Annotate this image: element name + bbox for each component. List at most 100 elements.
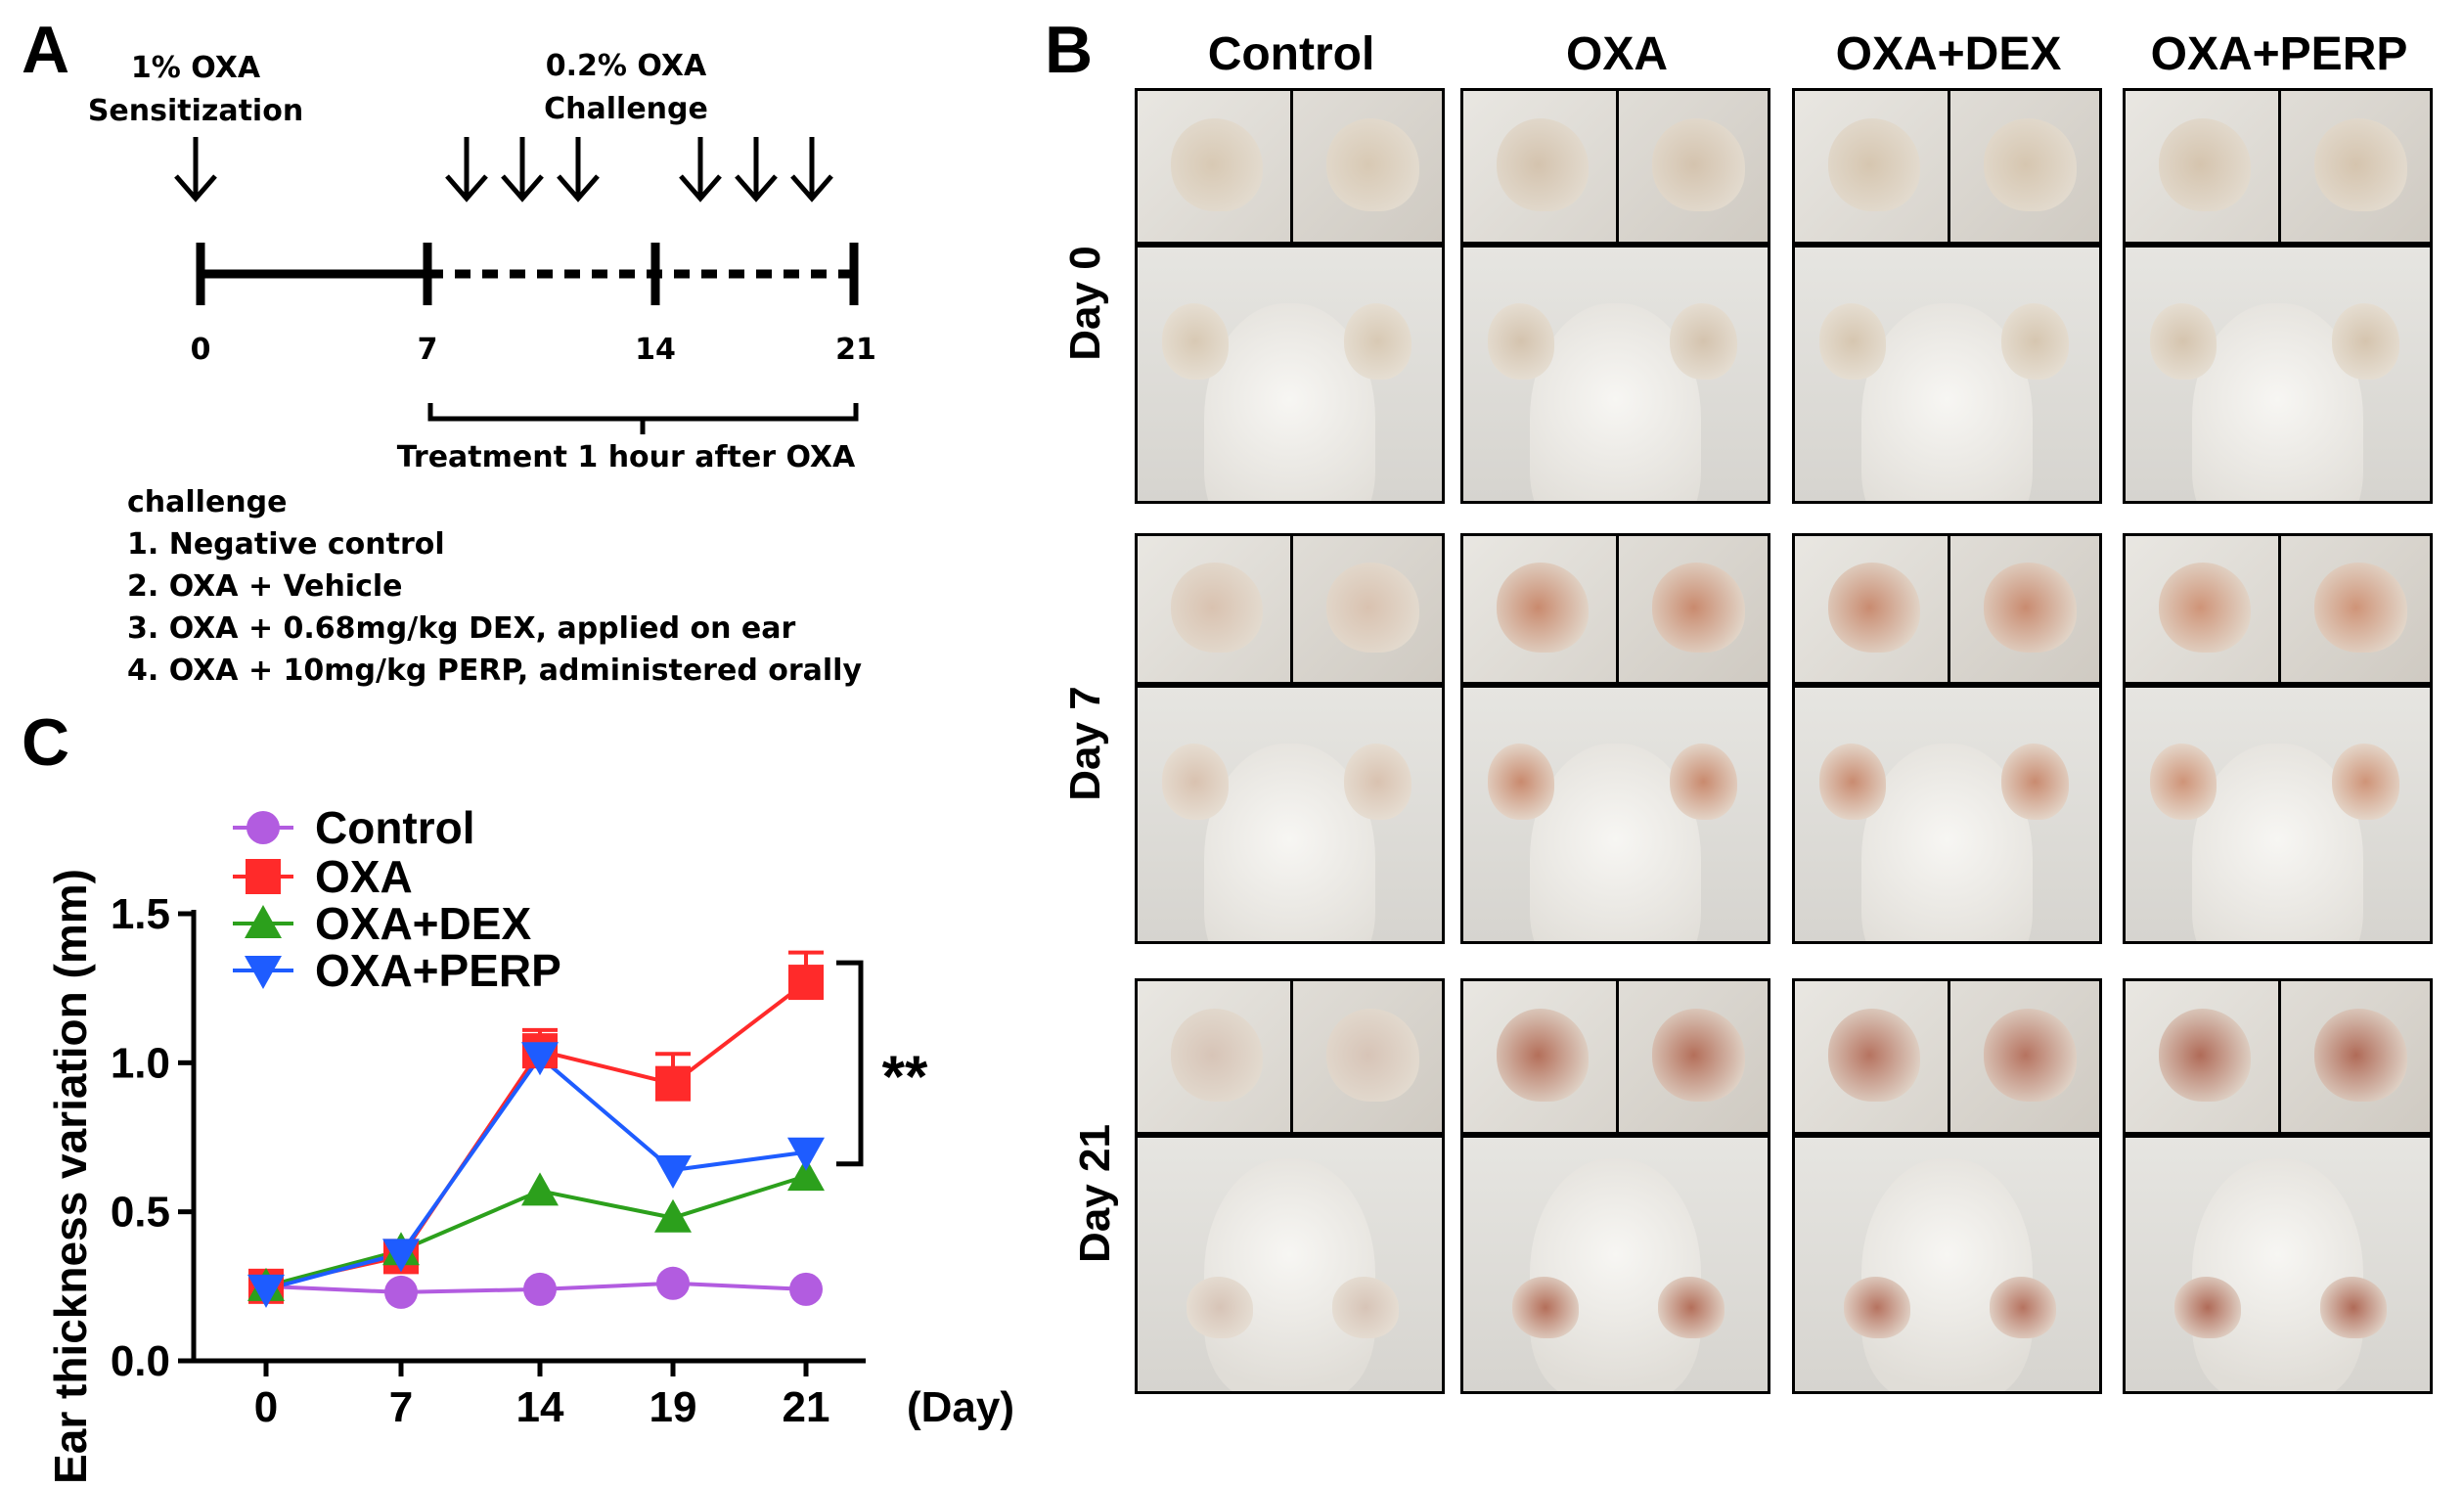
ear-closeup-half: [1795, 536, 1950, 682]
ear-closeup-half: [2126, 536, 2281, 682]
mouse-ear-shape: [1161, 743, 1230, 820]
ear-closeup-half: [1293, 91, 1443, 242]
ear-closeup-photo: [1792, 533, 2102, 685]
data-point-oxa-dex: [654, 1198, 692, 1233]
mouse-ear-shape: [2001, 743, 2069, 820]
column-header-oxa-dex: OXA+DEX: [1835, 28, 2062, 80]
ear-shape: [2314, 562, 2408, 654]
challenge-label: 0.2% OXA: [545, 49, 707, 83]
ear-closeup-half: [2281, 536, 2431, 682]
ear-closeup-half: [1619, 981, 1769, 1132]
ear-shape: [1984, 1008, 2078, 1103]
ear-closeup-half: [1138, 536, 1293, 682]
ear-closeup-photo: [1460, 978, 1770, 1135]
timeline-axis: [196, 243, 859, 305]
mouse-ear-shape: [2320, 1277, 2388, 1338]
mouse-head-photo: [1460, 685, 1770, 944]
treatment-heading: challenge: [127, 485, 288, 519]
ear-closeup-half: [2281, 981, 2431, 1132]
ear-closeup-half: [1138, 91, 1293, 242]
mouse-ear-shape: [1818, 302, 1887, 380]
data-point-oxa-dex: [787, 1157, 825, 1192]
significance-marker: **: [882, 1044, 928, 1109]
y-tick-label: 1.5: [111, 890, 170, 938]
ear-closeup-photo: [2123, 978, 2433, 1135]
ear-closeup-half: [1293, 536, 1443, 682]
mouse-ear-shape: [1658, 1277, 1725, 1338]
ear-shape: [1326, 117, 1420, 212]
row-label-day0: Day 0: [1061, 246, 1109, 361]
mouse-ear-shape: [2173, 1277, 2242, 1338]
mouse-ear-shape: [1186, 1277, 1254, 1338]
ear-shape: [1984, 562, 2078, 654]
legend-label-oxa-dex: OXA+DEX: [315, 898, 531, 949]
ear-shape: [1497, 1008, 1589, 1103]
row-label-day21: Day 21: [1071, 1124, 1119, 1263]
mouse-body-shape: [2192, 1157, 2363, 1391]
ear-closeup-half: [1950, 981, 2100, 1132]
column-header-control: Control: [1207, 28, 1375, 80]
mouse-ear-shape: [1161, 302, 1230, 380]
treatment-item: 1. Negative control: [127, 527, 445, 562]
timeline-tick-21: 21: [835, 333, 876, 367]
ear-shape: [1652, 1008, 1746, 1103]
mouse-ear-shape: [1487, 302, 1555, 380]
ear-closeup-half: [2126, 981, 2281, 1132]
ear-closeup-half: [1463, 981, 1619, 1132]
data-point-oxa: [788, 965, 824, 1001]
ear-shape: [1652, 562, 1746, 654]
ear-closeup-half: [1138, 981, 1293, 1132]
mouse-head-photo: [1135, 1135, 1445, 1394]
legend-marker-control: [246, 811, 280, 844]
data-point-oxa-perp: [521, 1042, 559, 1076]
mouse-ear-shape: [2332, 743, 2399, 820]
data-point-control: [789, 1272, 823, 1306]
panel-a-letter: A: [22, 13, 70, 87]
column-header-oxa: OXA: [1565, 28, 1668, 80]
series-line-oxa-perp: [265, 1054, 807, 1291]
challenge-arrows: [445, 137, 833, 203]
significance-bracket: [836, 960, 864, 1167]
ear-shape: [2314, 117, 2408, 212]
treatment-list: challenge 1. Negative control 2. OXA + V…: [127, 481, 910, 692]
x-tick-label: 0: [254, 1383, 278, 1431]
mouse-head-photo: [1792, 685, 2102, 944]
ear-shape: [1497, 117, 1589, 212]
ear-closeup-half: [2126, 91, 2281, 242]
y-tick-label: 0.5: [111, 1189, 170, 1237]
ear-shape: [1828, 562, 1920, 654]
ear-shape: [1171, 1008, 1263, 1103]
data-point-oxa-perp: [247, 1274, 285, 1308]
mouse-head-photo: [2123, 685, 2433, 944]
data-point-control: [384, 1275, 418, 1309]
treatment-item: 2. OXA + Vehicle: [127, 569, 403, 604]
mouse-head-photo: [1135, 685, 1445, 944]
legend-label-oxa-perp: OXA+PERP: [315, 945, 561, 996]
mouse-ear-shape: [2149, 743, 2218, 820]
data-point-oxa: [655, 1065, 691, 1102]
ear-shape: [2159, 562, 2251, 654]
mouse-ear-shape: [1487, 743, 1555, 820]
ear-shape: [1828, 117, 1920, 212]
mouse-ear-shape: [2001, 302, 2069, 380]
mouse-head-photo: [1135, 245, 1445, 504]
mouse-ear-shape: [1332, 1277, 1400, 1338]
ear-shape: [1171, 117, 1263, 212]
ear-thickness-chart: 0.0 0.5 1.0 1.5 0 7 14 19 21 (Day) Ear thickness v…: [45, 802, 1014, 1484]
ear-closeup-photo: [2123, 533, 2433, 685]
mouse-head-photo: [1460, 1135, 1770, 1394]
ear-shape: [2159, 117, 2251, 212]
legend-label-oxa: OXA: [315, 851, 413, 902]
timeline-tick-14: 14: [635, 333, 676, 367]
ear-closeup-photo: [1135, 88, 1445, 245]
mouse-ear-shape: [2149, 302, 2218, 380]
data-point-oxa-perp: [654, 1155, 692, 1190]
mouse-head-photo: [2123, 1135, 2433, 1394]
mouse-ear-shape: [1990, 1277, 2057, 1338]
mouse-ear-shape: [1818, 743, 1887, 820]
ear-shape: [1497, 562, 1589, 654]
sensitization-label: 1% OXA: [130, 51, 261, 85]
timeline-tick-7: 7: [417, 333, 438, 367]
ear-closeup-photo: [1135, 533, 1445, 685]
ear-closeup-half: [1795, 91, 1950, 242]
